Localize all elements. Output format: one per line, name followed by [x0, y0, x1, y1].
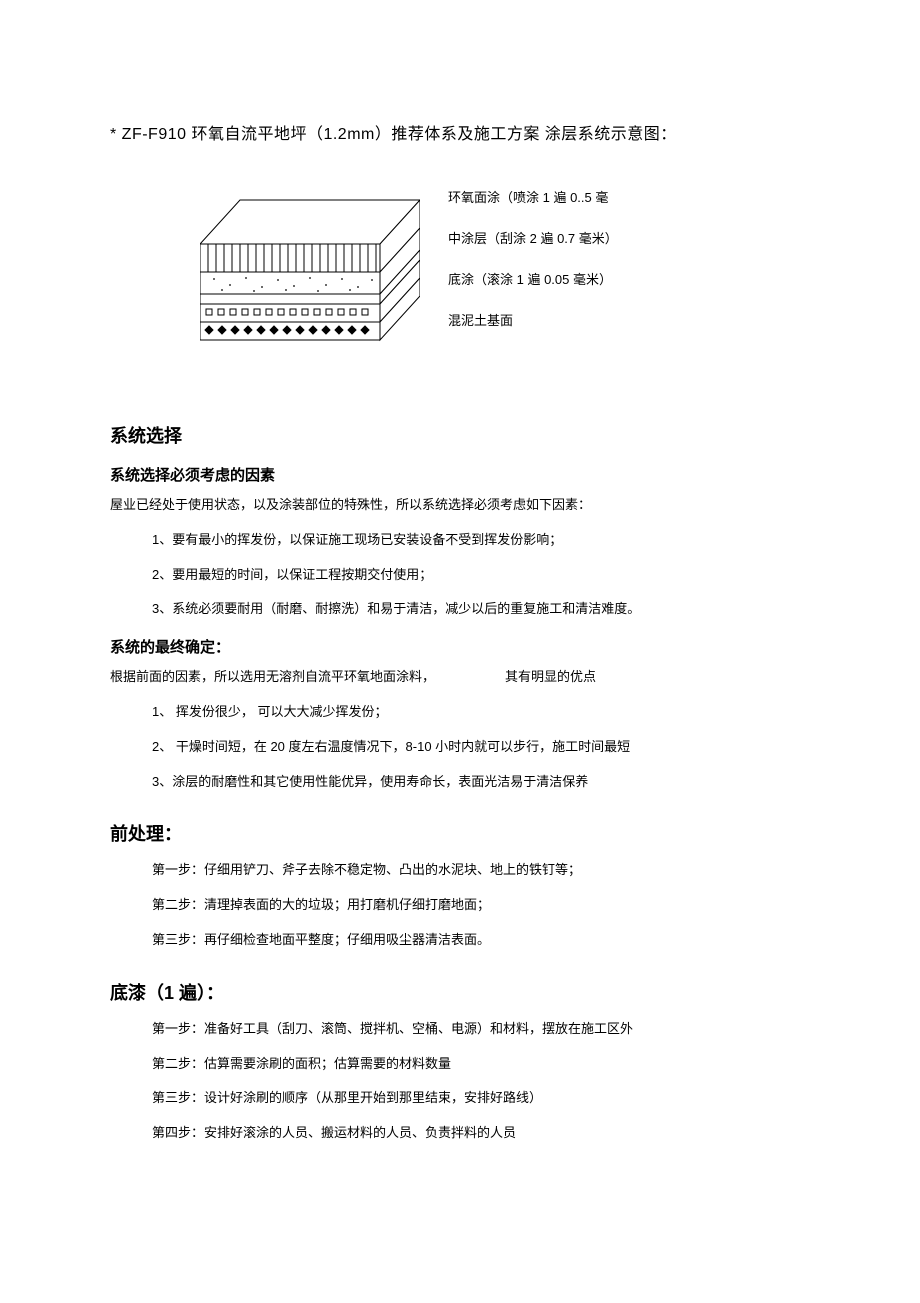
- list-item: 第四步：安排好滚涂的人员、搬运材料的人员、负责拌料的人员: [152, 1123, 810, 1144]
- final-paragraph-b: 其有明显的优点: [505, 669, 596, 684]
- list-item: 2、 干燥时间短，在 20 度左右温度情况下，8-10 小时内就可以步行，施工时…: [152, 737, 810, 758]
- list-item: 第二步：清理掉表面的大的垃圾；用打磨机仔细打磨地面；: [152, 895, 810, 916]
- diagram-label: 中涂层（刮涂 2 遍 0.7 毫米）: [448, 228, 618, 247]
- list-item: 3、系统必须要耐用（耐磨、耐擦洗）和易于清洁，减少以后的重复施工和清洁难度。: [152, 599, 810, 620]
- heading-system-select: 系统选择: [110, 422, 810, 448]
- diagram-label-list: 环氧面涂（喷涂 1 遍 0..5 毫 中涂层（刮涂 2 遍 0.7 毫米） 底涂…: [448, 179, 618, 351]
- heading-factors: 系统选择必须考虑的因素: [110, 464, 810, 485]
- list-item: 1、要有最小的挥发份，以保证施工现场已安装设备不受到挥发份影响；: [152, 530, 810, 551]
- list-item: 2、要用最短的时间，以保证工程按期交付使用；: [152, 565, 810, 586]
- list-item: 第一步：仔细用铲刀、斧子去除不稳定物、凸出的水泥块、地上的铁钉等；: [152, 860, 810, 881]
- diagram-label: 环氧面涂（喷涂 1 遍 0..5 毫: [448, 187, 618, 206]
- list-item: 第一步：准备好工具（刮刀、滚筒、搅拌机、空桶、电源）和材料，摆放在施工区外: [152, 1019, 810, 1040]
- list-item: 第二步：估算需要涂刷的面积；估算需要的材料数量: [152, 1054, 810, 1075]
- coating-diagram-svg: [200, 179, 420, 394]
- heading-pretreat: 前处理：: [110, 820, 810, 846]
- final-paragraph: 根据前面的因素，所以选用无溶剂自流平环氧地面涂料， 其有明显的优点: [110, 667, 810, 688]
- list-item: 第三步：再仔细检查地面平整度；仔细用吸尘器清洁表面。: [152, 930, 810, 951]
- diagram-label: 底涂（滚涂 1 遍 0.05 毫米）: [448, 269, 618, 288]
- list-item: 3、涂层的耐磨性和其它使用性能优异，使用寿命长，表面光洁易于清洁保养: [152, 772, 810, 793]
- final-paragraph-a: 根据前面的因素，所以选用无溶剂自流平环氧地面涂料，: [110, 669, 435, 684]
- list-item: 第三步：设计好涂刷的顺序（从那里开始到那里结束，安排好路线）: [152, 1088, 810, 1109]
- list-item: 1、 挥发份很少， 可以大大减少挥发份；: [152, 702, 810, 723]
- page-title: * ZF-F910 环氧自流平地坪（1.2mm）推荐体系及施工方案 涂层系统示意…: [110, 120, 810, 144]
- diagram-label: 混泥土基面: [448, 310, 618, 329]
- heading-final: 系统的最终确定：: [110, 636, 810, 657]
- coating-diagram: 环氧面涂（喷涂 1 遍 0..5 毫 中涂层（刮涂 2 遍 0.7 毫米） 底涂…: [200, 179, 810, 394]
- intro-paragraph: 屋业已经处于使用状态，以及涂装部位的特殊性，所以系统选择必须考虑如下因素：: [110, 495, 810, 516]
- heading-primer: 底漆（1 遍）：: [110, 979, 810, 1005]
